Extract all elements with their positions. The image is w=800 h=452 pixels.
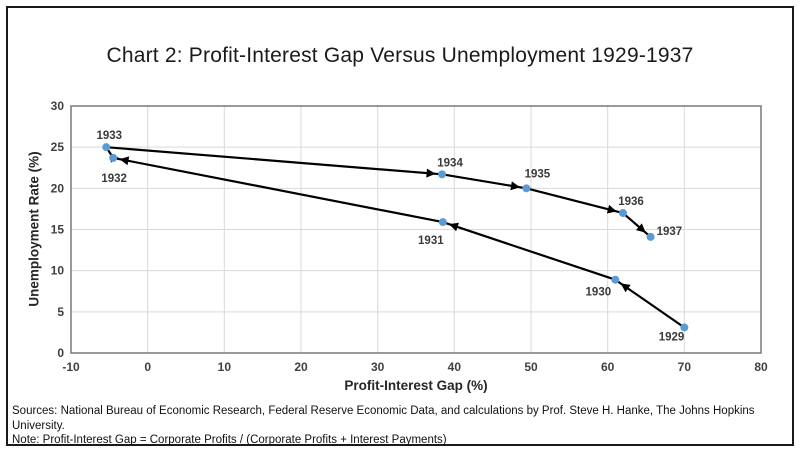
footer-sources: Sources: National Bureau of Economic Res… — [12, 405, 755, 432]
direction-arrow — [620, 283, 631, 293]
data-point-1937 — [646, 232, 655, 241]
data-point-label-1933: 1933 — [96, 130, 122, 142]
data-point-1936 — [619, 209, 627, 218]
direction-arrow — [606, 204, 617, 214]
data-point-label-1935: 1935 — [525, 168, 551, 180]
direction-arrow — [426, 168, 436, 178]
x-axis-title: Profit-Interest Gap (%) — [344, 378, 488, 393]
y-tick-label: 25 — [51, 140, 65, 154]
data-point-1930 — [611, 275, 620, 284]
y-tick-label: 10 — [51, 264, 65, 278]
x-tick-label: 10 — [218, 360, 232, 374]
direction-arrow — [448, 222, 459, 232]
footer-note: Note: Profit-Interest Gap = Corporate Pr… — [12, 434, 447, 446]
y-tick-label: 20 — [51, 181, 65, 195]
data-point-1929 — [680, 323, 689, 332]
direction-arrow — [119, 156, 130, 166]
series-line-segment — [442, 221, 616, 281]
data-point-label-1929: 1929 — [659, 331, 685, 343]
series-line-segment — [526, 187, 624, 215]
y-tick-label: 30 — [51, 99, 65, 113]
y-tick-label: 0 — [57, 346, 64, 360]
y-tick-label: 15 — [51, 223, 65, 237]
plot-border — [70, 105, 762, 354]
data-point-label-1937: 1937 — [657, 226, 683, 238]
data-point-label-1931: 1931 — [418, 235, 444, 247]
x-tick-label: 80 — [754, 360, 768, 374]
x-tick-label: 30 — [371, 360, 385, 374]
chart-title: Chart 2: Profit-Interest Gap Versus Unem… — [106, 44, 694, 67]
data-point-1931 — [438, 218, 447, 227]
data-point-1933 — [102, 143, 111, 152]
direction-arrow — [635, 223, 646, 233]
direction-arrow — [510, 181, 520, 191]
data-point-label-1930: 1930 — [586, 287, 612, 299]
data-point-1932 — [109, 153, 118, 162]
x-tick-label: 60 — [601, 360, 615, 374]
data-point-1934 — [438, 170, 447, 179]
data-point-label-1932: 1932 — [101, 173, 127, 185]
data-point-label-1936: 1936 — [618, 196, 644, 208]
series-line-segment — [622, 212, 652, 238]
y-tick-label: 5 — [57, 305, 64, 319]
x-tick-label: 0 — [144, 360, 151, 374]
x-tick-label: 40 — [448, 360, 462, 374]
x-tick-label: 70 — [678, 360, 692, 374]
series-line-segment — [112, 156, 444, 224]
chart-footer: Sources: National Bureau of Economic Res… — [12, 404, 792, 448]
x-tick-label: 20 — [294, 360, 308, 374]
x-tick-label: 50 — [524, 360, 538, 374]
chart-frame — [6, 6, 794, 446]
data-point-1935 — [522, 184, 531, 193]
series-line-segment — [106, 146, 443, 176]
data-point-label-1934: 1934 — [437, 157, 463, 169]
x-tick-label: -10 — [62, 360, 80, 374]
